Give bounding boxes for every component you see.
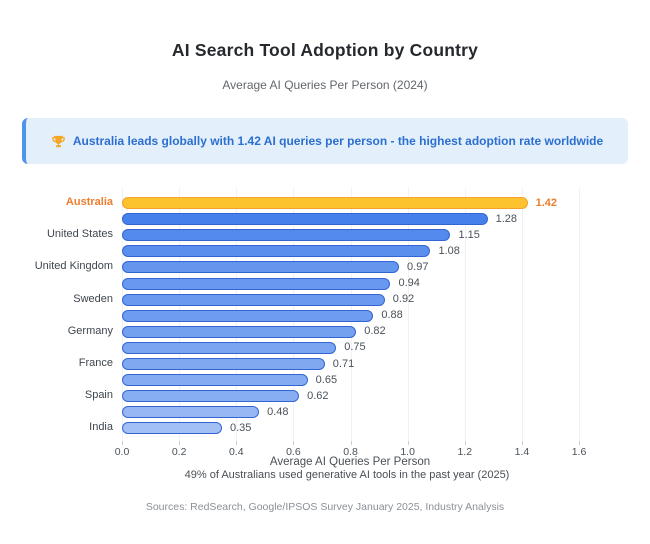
bar-category-label: United Kingdom [34, 260, 113, 273]
gridline [122, 188, 123, 441]
gridline [350, 188, 352, 441]
bar [122, 422, 222, 435]
x-axis-tick [407, 441, 409, 445]
bar [122, 229, 451, 242]
x-axis-tick [236, 441, 238, 445]
bar-value-label: 0.75 [344, 341, 366, 354]
bar [122, 277, 391, 290]
bar-value-label: 0.48 [267, 405, 289, 418]
gridline [521, 188, 523, 441]
x-axis-tick [521, 441, 523, 445]
bar-category-label: United States [46, 228, 113, 241]
bar-value-label: 0.94 [398, 277, 420, 289]
x-axis-tick-label: 0.4 [228, 446, 244, 458]
gridline [407, 188, 409, 441]
bar-value-label: 1.42 [535, 196, 557, 209]
bar [122, 261, 400, 274]
bar-value-label: 1.15 [458, 228, 480, 241]
bar-value-label: 0.92 [392, 293, 415, 306]
bar-value-label: 0.88 [381, 309, 403, 322]
x-axis-tick [293, 441, 295, 445]
bar-category-label: Germany [67, 324, 113, 337]
sources-line: Sources: RedSearch, Google/IPSOS Survey … [145, 501, 505, 513]
gridline [293, 188, 295, 441]
bar [122, 390, 300, 403]
x-axis-label: Average AI Queries Per Person [269, 456, 431, 468]
bar-value-label: 1.08 [438, 244, 460, 257]
bar-value-label: 0.71 [332, 357, 355, 370]
bar [122, 341, 337, 354]
bar [122, 245, 431, 258]
bar-value-label: 0.62 [307, 389, 329, 402]
gridline [179, 188, 181, 441]
bar [122, 293, 385, 306]
highlight-banner: Australia leads globally with 1.42 AI qu… [22, 118, 628, 164]
bar [122, 325, 357, 338]
x-axis-tick [464, 441, 466, 445]
bar-category-label: India [89, 421, 113, 434]
bar-value-label: 0.82 [364, 325, 386, 338]
x-axis-tick [122, 441, 123, 445]
bar-category-label: Australia [65, 196, 113, 208]
bar-value-label: 0.65 [315, 373, 338, 386]
bar-category-label: France [78, 357, 113, 369]
x-axis-tick [350, 441, 352, 445]
gridline [579, 188, 580, 441]
x-axis-tick-label: 1.2 [457, 446, 473, 458]
bar-value-label: 0.35 [229, 421, 252, 434]
highlight-text: Australia leads globally with 1.42 AI qu… [72, 134, 604, 148]
gridline [464, 188, 466, 441]
bar [122, 309, 374, 322]
x-axis-tick [179, 441, 181, 445]
x-axis-tick-label: 1.6 [571, 446, 587, 458]
chart-note: 49% of Australians used generative AI to… [184, 469, 510, 481]
bar [122, 213, 488, 226]
trophy-icon [51, 134, 66, 149]
bar [122, 374, 308, 387]
bar [122, 358, 325, 370]
bar-value-label: 1.28 [495, 212, 518, 225]
bar-value-label: 0.97 [407, 260, 429, 273]
x-axis-tick-label: 0.2 [171, 446, 187, 458]
page-title: AI Search Tool Adoption by Country [171, 40, 479, 60]
gridline [236, 188, 238, 441]
x-axis-tick [579, 441, 580, 445]
x-axis-tick-label: 0.0 [114, 446, 130, 458]
page-subtitle: Average AI Queries Per Person (2024) [222, 78, 428, 92]
bar-category-label: Sweden [73, 292, 113, 305]
x-axis-tick-label: 1.4 [514, 446, 530, 458]
bar-category-label: Spain [84, 389, 113, 402]
bar [122, 406, 260, 419]
bar [122, 197, 528, 209]
